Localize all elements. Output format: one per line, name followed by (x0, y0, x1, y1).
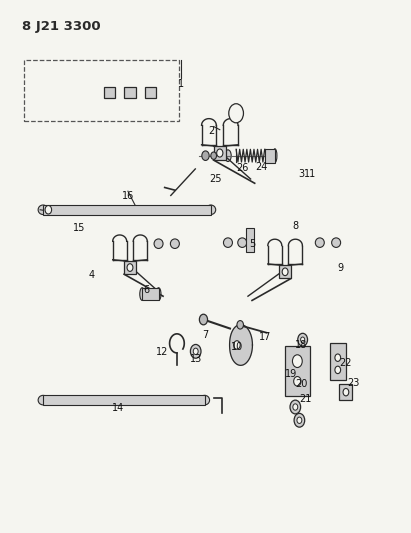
Text: 10: 10 (231, 342, 243, 352)
Circle shape (298, 333, 307, 346)
Text: 26: 26 (236, 164, 249, 173)
Ellipse shape (156, 288, 161, 301)
Bar (214, 146, 226, 160)
Bar (142, 288, 159, 301)
Text: 17: 17 (259, 332, 271, 342)
Text: 15: 15 (73, 223, 85, 233)
Bar (339, 384, 353, 400)
Circle shape (202, 151, 209, 160)
Text: 8 J21 3300: 8 J21 3300 (22, 20, 100, 33)
Text: 2: 2 (208, 126, 215, 136)
Circle shape (290, 400, 300, 414)
Bar (265, 149, 275, 163)
Text: 7: 7 (202, 330, 209, 341)
Text: 3: 3 (298, 169, 305, 179)
Bar (279, 265, 291, 278)
Text: 6: 6 (143, 285, 149, 295)
Text: 20: 20 (295, 379, 307, 389)
Bar (330, 343, 346, 381)
Text: 9: 9 (337, 263, 343, 272)
Ellipse shape (171, 239, 179, 248)
Circle shape (293, 355, 302, 368)
Text: 1: 1 (178, 78, 184, 88)
Circle shape (45, 206, 52, 214)
Ellipse shape (140, 288, 145, 301)
Text: 25: 25 (210, 174, 222, 184)
Ellipse shape (224, 238, 233, 247)
Ellipse shape (315, 238, 324, 247)
Polygon shape (230, 325, 252, 365)
Circle shape (300, 337, 305, 342)
Text: 8: 8 (292, 221, 298, 231)
Circle shape (335, 354, 341, 361)
Ellipse shape (225, 150, 231, 161)
Text: 19: 19 (285, 369, 297, 378)
Bar (124, 87, 136, 99)
Bar (43, 205, 211, 215)
Text: 18: 18 (296, 340, 307, 350)
Circle shape (190, 344, 201, 358)
Text: 14: 14 (112, 403, 124, 413)
Circle shape (127, 264, 133, 271)
Bar (24, 60, 179, 120)
Circle shape (193, 348, 198, 354)
Circle shape (294, 376, 301, 386)
Text: 16: 16 (122, 191, 134, 201)
Ellipse shape (200, 395, 210, 405)
Text: 13: 13 (189, 354, 202, 364)
Ellipse shape (38, 205, 48, 215)
Text: 22: 22 (339, 358, 352, 368)
Text: 4: 4 (88, 270, 94, 280)
Bar (43, 395, 205, 405)
Text: 5: 5 (249, 239, 256, 249)
Text: 12: 12 (156, 348, 168, 358)
Circle shape (293, 404, 298, 410)
Ellipse shape (206, 205, 216, 215)
Circle shape (237, 320, 243, 329)
Bar (246, 228, 254, 252)
Bar (124, 261, 136, 274)
Text: 21: 21 (299, 394, 312, 404)
Text: 24: 24 (256, 163, 268, 172)
Text: 23: 23 (347, 378, 360, 388)
Ellipse shape (238, 238, 247, 247)
Circle shape (343, 389, 349, 396)
Circle shape (217, 149, 223, 157)
Circle shape (229, 104, 243, 123)
Circle shape (199, 314, 208, 325)
Circle shape (282, 268, 288, 276)
Bar (285, 346, 309, 397)
Ellipse shape (154, 239, 163, 248)
Ellipse shape (332, 238, 341, 247)
Ellipse shape (38, 395, 48, 405)
Ellipse shape (273, 149, 277, 163)
Circle shape (335, 366, 341, 374)
Circle shape (234, 341, 240, 349)
Text: 11: 11 (303, 169, 316, 179)
Bar (145, 87, 156, 99)
Bar (104, 87, 115, 99)
Circle shape (211, 152, 217, 159)
Circle shape (297, 417, 302, 423)
Circle shape (294, 414, 305, 427)
